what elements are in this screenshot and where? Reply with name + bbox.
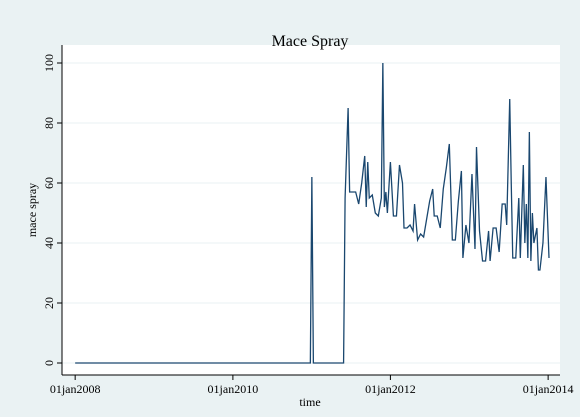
data-line [75, 62, 550, 364]
x-tick-label: 01jan2008 [50, 382, 101, 396]
y-tick-label: 100 [42, 54, 56, 72]
y-tick-label: 60 [42, 177, 56, 189]
x-tick-label: 01jan2014 [523, 382, 574, 396]
y-axis-label: mace spray [25, 183, 39, 237]
y-tick-label: 20 [42, 297, 56, 309]
x-axis-label: time [299, 395, 320, 409]
chart-title: Mace Spray [272, 33, 349, 50]
y-tick-label: 80 [42, 117, 56, 129]
y-tick-label: 0 [42, 360, 56, 366]
x-tick-label: 01jan2012 [365, 382, 416, 396]
y-tick-label: 40 [42, 237, 56, 249]
x-tick-label: 01jan2010 [208, 382, 259, 396]
